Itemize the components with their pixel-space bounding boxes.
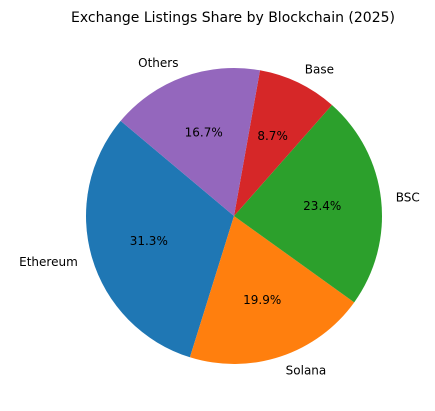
pie-slice-base [234, 70, 332, 216]
percent-label-bsc: 23.4% [303, 199, 341, 213]
slice-labels: Ethereum Solana BSC Base Others [19, 56, 420, 377]
chart-title: Exchange Listings Share by Blockchain (2… [71, 10, 395, 26]
pie-slice-solana [189, 216, 355, 365]
slice-label-bsc: BSC [396, 191, 420, 205]
percent-label-others: 16.7% [185, 126, 223, 140]
slice-label-ethereum: Ethereum [19, 255, 78, 269]
slice-label-others: Others [138, 56, 178, 70]
percent-label-solana: 19.9% [243, 293, 281, 307]
pie-slice-bsc [234, 105, 383, 303]
pie-slices [86, 67, 383, 365]
percent-label-base: 8.7% [257, 129, 288, 143]
pie-slice-ethereum [86, 120, 234, 358]
percent-label-ethereum: 31.3% [130, 234, 168, 248]
percent-labels: 31.3% 19.9% 23.4% 8.7% 16.7% [130, 126, 342, 308]
slice-label-base: Base [305, 62, 334, 76]
slice-label-solana: Solana [286, 363, 327, 377]
pie-slice-others [120, 67, 261, 216]
